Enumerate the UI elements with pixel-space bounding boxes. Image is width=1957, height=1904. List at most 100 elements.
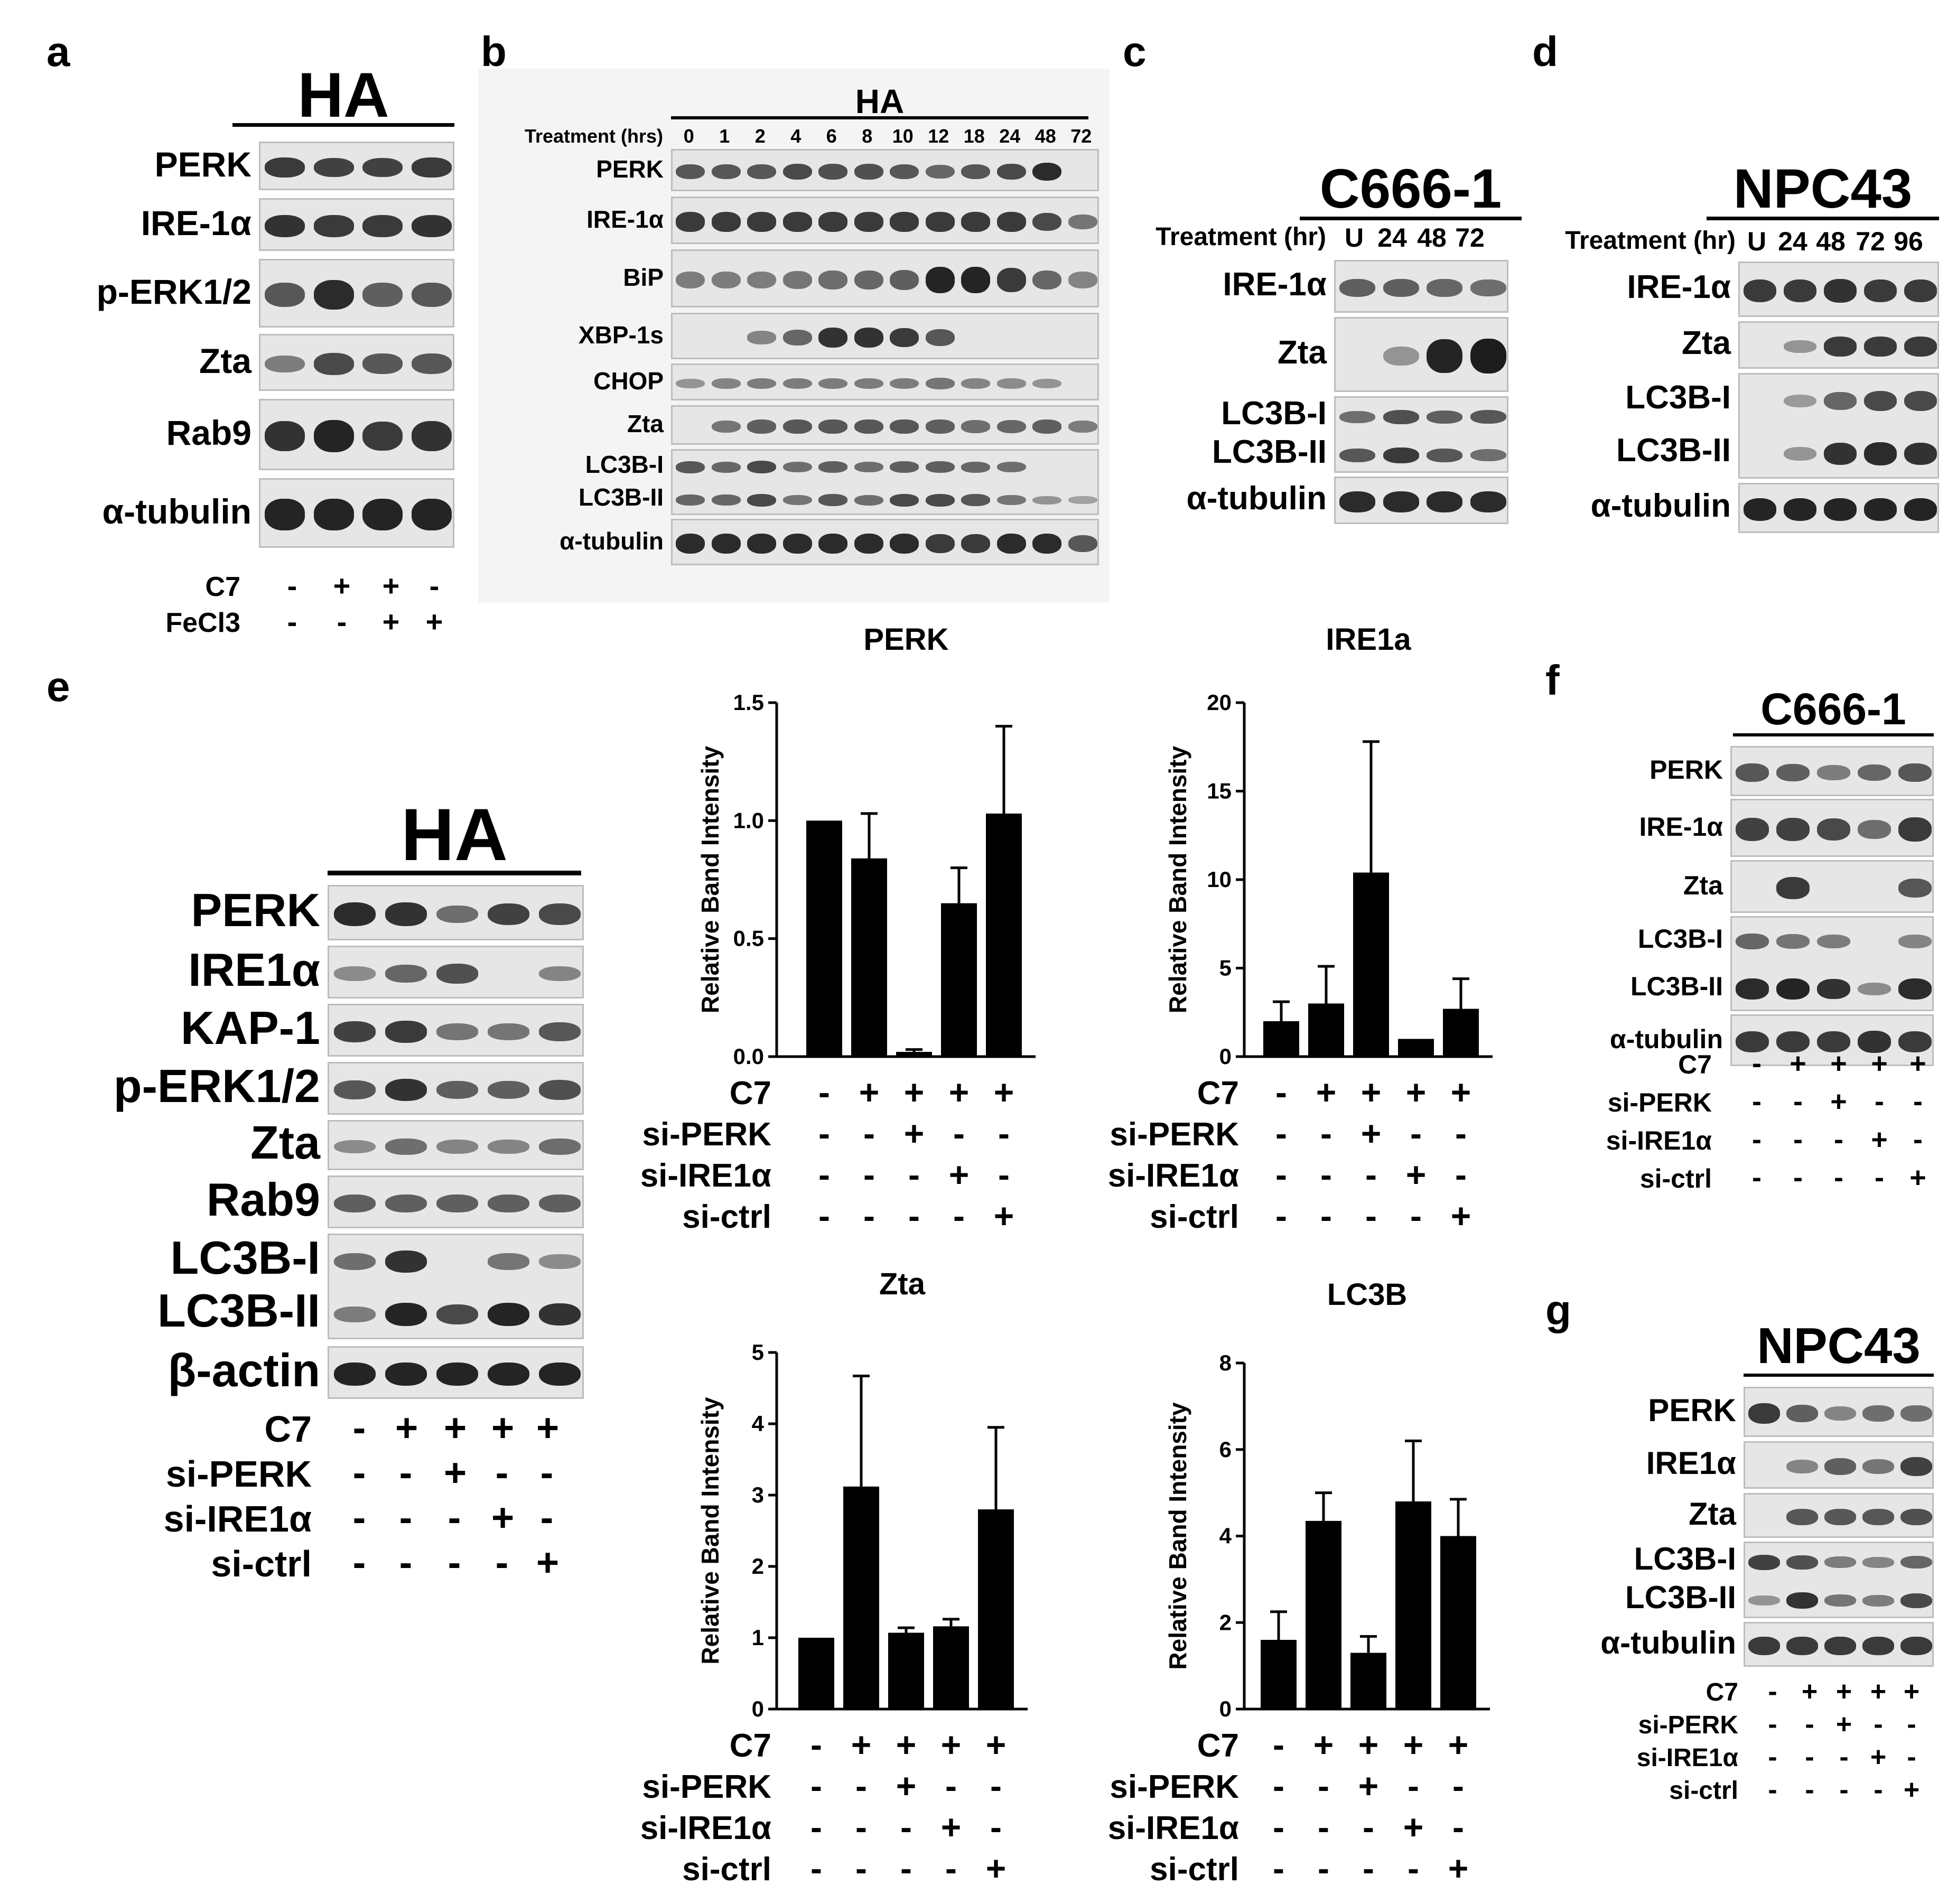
- e-condition-symbol: -: [352, 1541, 366, 1584]
- f-band: [1816, 765, 1851, 780]
- b-band: [676, 164, 705, 180]
- b-band: [996, 495, 1026, 506]
- f-condition-symbol: -: [1793, 1124, 1803, 1155]
- chart-condition-symbol: +: [1451, 1072, 1471, 1112]
- f-band: [1735, 978, 1769, 1000]
- b-band: [890, 533, 919, 554]
- d-timepoint-label: 48: [1816, 227, 1846, 256]
- b-band: [711, 378, 741, 389]
- b-timepoint-label: 10: [892, 125, 914, 147]
- g-band: [1824, 1637, 1856, 1655]
- c-band: [1339, 491, 1376, 512]
- e-band: [487, 903, 530, 926]
- b-band: [818, 270, 848, 290]
- d-band: [1863, 390, 1897, 412]
- e-condition-symbol: -: [399, 1496, 413, 1539]
- e-band: [538, 1080, 581, 1100]
- g-condition-symbol: +: [1870, 1742, 1887, 1772]
- b-band: [747, 419, 777, 434]
- b-band: [961, 461, 991, 473]
- b-timepoint-label: 24: [999, 125, 1021, 147]
- chart-condition-symbol: -: [1275, 1155, 1287, 1194]
- b-row-label: Zta: [627, 410, 664, 438]
- g-band: [1862, 1594, 1894, 1607]
- bar: [798, 1638, 834, 1709]
- e-band: [385, 1021, 427, 1043]
- g-condition-symbol: -: [1768, 1775, 1777, 1805]
- e-row-label: β-actin: [167, 1343, 320, 1396]
- b-band: [996, 212, 1026, 232]
- e-condition-symbol: -: [352, 1496, 366, 1539]
- a-condition-symbol: -: [287, 569, 297, 602]
- e-band: [385, 1250, 427, 1273]
- f-band: [1816, 934, 1851, 949]
- c-band: [1427, 448, 1463, 462]
- chart-condition-symbol: -: [810, 1807, 822, 1846]
- f-band: [1735, 933, 1769, 950]
- y-tick-label: 0.5: [733, 926, 764, 951]
- f-condition-symbol: -: [1913, 1124, 1923, 1155]
- chart-condition-label: si-ctrl: [682, 1199, 771, 1235]
- c-band: [1470, 410, 1506, 424]
- b-band: [747, 212, 777, 232]
- b-timepoint-label: 1: [719, 125, 730, 147]
- e-band: [333, 1253, 376, 1271]
- bar: [851, 858, 887, 1057]
- chart-condition-label: si-IRE1α: [640, 1158, 771, 1194]
- chart-condition-symbol: -: [863, 1155, 875, 1194]
- d-timepoint-label: U: [1747, 227, 1767, 256]
- e-band: [333, 1194, 376, 1213]
- e-band: [487, 1139, 530, 1154]
- b-band: [818, 494, 848, 507]
- b-row-label: CHOP: [593, 367, 664, 395]
- e-row-label: PERK: [191, 884, 321, 937]
- e-blot-strip: [328, 1175, 584, 1228]
- chart-condition-symbol: -: [818, 1072, 830, 1112]
- b-band: [747, 271, 777, 289]
- chart-condition-symbol: -: [863, 1196, 875, 1235]
- a-blot-strip: [259, 334, 454, 391]
- b-band: [782, 212, 812, 232]
- c-band: [1427, 279, 1463, 297]
- f-band: [1857, 1031, 1891, 1053]
- chart-condition-symbol: -: [810, 1849, 822, 1888]
- g-condition-symbol: +: [1903, 1775, 1920, 1805]
- g-band: [1900, 1593, 1932, 1608]
- y-tick-label: 4: [1219, 1524, 1232, 1548]
- a-band: [362, 499, 403, 530]
- a-condition-symbol: +: [333, 569, 351, 602]
- c-band: [1470, 449, 1506, 462]
- f-row-label: α-tubulin: [1610, 1024, 1723, 1054]
- b-band: [1032, 270, 1062, 290]
- b-band: [961, 420, 991, 433]
- y-tick-label: 15: [1207, 779, 1232, 804]
- y-tick-label: 0: [752, 1696, 764, 1721]
- panel-label-c: c: [1123, 28, 1147, 75]
- d-band: [1783, 340, 1817, 353]
- e-band: [538, 1022, 581, 1042]
- chart-condition-symbol: +: [949, 1155, 970, 1194]
- d-band: [1783, 446, 1817, 461]
- y-tick-label: 10: [1207, 867, 1232, 892]
- b-band: [854, 419, 883, 434]
- c-band: [1383, 491, 1419, 512]
- b-blot-strip: [671, 249, 1099, 307]
- chart-condition-symbol: -: [1455, 1155, 1467, 1194]
- y-tick-label: 5: [1219, 956, 1232, 981]
- e-band: [436, 1304, 479, 1325]
- chart-condition-symbol: +: [986, 1725, 1007, 1764]
- b-band: [676, 378, 705, 389]
- bar: [986, 813, 1022, 1057]
- b-band: [925, 267, 955, 293]
- chart-condition-symbol: +: [1406, 1155, 1427, 1194]
- chart-condition-symbol: -: [990, 1807, 1002, 1846]
- f-condition-symbol: -: [1834, 1162, 1843, 1193]
- c-band: [1383, 447, 1419, 463]
- chart-condition-symbol: +: [1316, 1072, 1337, 1112]
- e-condition-symbol: -: [495, 1451, 509, 1495]
- b-band: [890, 164, 919, 180]
- f-band: [1857, 982, 1891, 996]
- e-condition-symbol: +: [444, 1451, 467, 1495]
- b-band: [854, 462, 883, 473]
- bar: [896, 1052, 932, 1057]
